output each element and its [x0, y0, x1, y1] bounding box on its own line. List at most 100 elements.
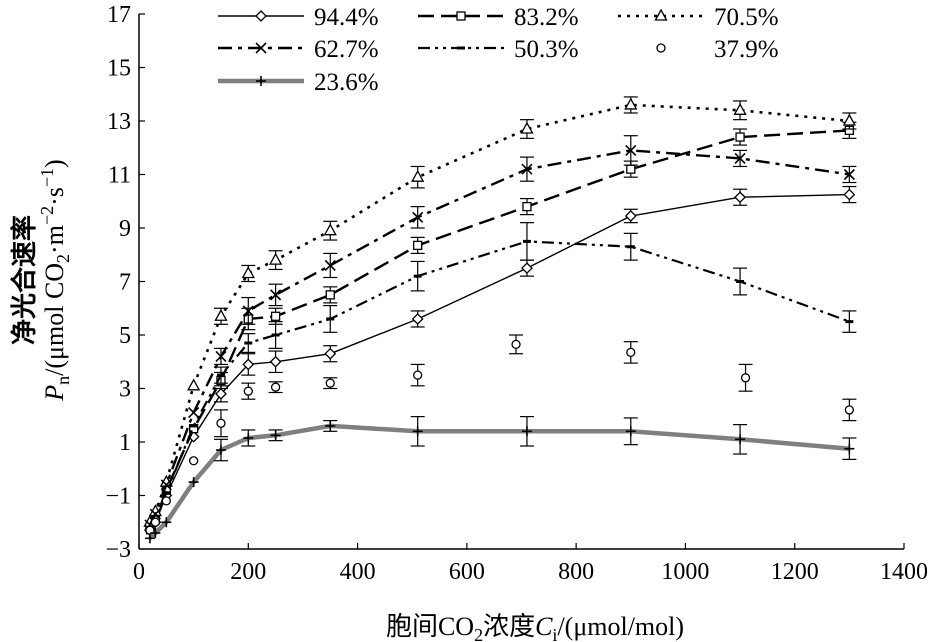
marker-shape: [413, 240, 423, 251]
marker-shape: [654, 8, 668, 21]
series-1: [145, 121, 857, 533]
data-point: [844, 443, 855, 454]
marker-shape: [413, 370, 423, 380]
series-line: [148, 129, 850, 529]
legend-label: 62.7%: [314, 36, 379, 63]
series-line: [148, 423, 850, 540]
data-point: [412, 426, 423, 437]
marker-stroke: [270, 289, 282, 301]
marker-stroke: [324, 259, 336, 272]
marker-shape: [740, 373, 751, 383]
x-tick-label: 400: [340, 559, 376, 585]
legend-label: 94.4%: [314, 4, 379, 31]
marker-shape: [511, 339, 521, 350]
data-point: [323, 223, 337, 236]
data-point: [149, 508, 161, 520]
x-tick-label: 600: [449, 559, 485, 585]
series-0: [144, 185, 857, 537]
marker-stroke: [625, 144, 637, 156]
marker-shape: [161, 496, 171, 506]
marker-shape: [188, 456, 199, 466]
data-point: [843, 188, 856, 201]
marker-stroke: [149, 508, 161, 520]
axes: 0 200 400 600 800 1000 1200 1400−3−113579111315…: [105, 2, 928, 585]
marker-shape: [270, 382, 281, 392]
y-tick-label: 9: [119, 216, 131, 242]
marker-shape: [325, 290, 335, 300]
marker-shape: [411, 169, 425, 182]
data-point: [215, 445, 226, 456]
marker-shape: [325, 378, 335, 388]
data-point: [411, 169, 425, 182]
data-point: [242, 358, 255, 371]
data-point: [270, 382, 281, 392]
legend-label: 23.6%: [314, 69, 379, 96]
marker-stroke: [160, 479, 172, 491]
marker-shape: [844, 405, 855, 415]
data-point: [269, 355, 282, 368]
marker-shape: [520, 121, 534, 134]
data-point: [842, 113, 856, 126]
legend-label: 70.5%: [714, 4, 779, 31]
data-point: [161, 517, 172, 528]
series-line: [148, 149, 850, 526]
legend-item: 83.2%: [418, 4, 579, 31]
data-point: [214, 308, 228, 321]
legend-marker: [656, 43, 666, 53]
data-point: [216, 418, 226, 428]
series-2: [143, 96, 857, 527]
x-tick-label: 0: [133, 559, 145, 585]
marker-shape: [733, 102, 747, 115]
marker-shape: [411, 313, 424, 325]
y-tick-label: −3: [105, 537, 131, 563]
data-point: [270, 289, 282, 301]
y-tick-label: 17: [107, 2, 131, 28]
marker-shape: [269, 252, 283, 265]
marker-shape: [324, 347, 337, 360]
x-tick-label: 1200: [771, 559, 819, 585]
data-point: [215, 350, 227, 362]
marker-stroke: [521, 163, 533, 175]
marker-shape: [187, 378, 201, 391]
legend-label: 83.2%: [514, 4, 579, 31]
marker-shape: [242, 358, 255, 371]
x-tick-label: 1400: [880, 559, 928, 585]
series-6: [144, 415, 857, 544]
data-point: [150, 527, 161, 538]
marker-shape: [842, 113, 856, 126]
marker-stroke: [188, 407, 200, 419]
marker-shape: [656, 43, 666, 53]
marker-shape: [243, 386, 253, 396]
data-point: [412, 211, 424, 223]
data-point: [324, 259, 336, 272]
data-point: [188, 477, 199, 488]
y-tick-label: 13: [107, 109, 131, 135]
data-point: [626, 347, 636, 358]
legend-marker: [654, 8, 668, 21]
data-point: [144, 533, 155, 544]
marker-stroke: [843, 168, 855, 181]
marker-shape: [734, 191, 746, 204]
data-point: [270, 311, 281, 321]
y-tick-label: 11: [108, 163, 131, 189]
data-point: [521, 262, 533, 275]
series-line: [148, 103, 850, 523]
marker-shape: [270, 311, 281, 321]
legend-label: 37.9%: [714, 36, 779, 63]
marker-shape: [456, 11, 466, 21]
marker-shape: [214, 308, 228, 321]
marker-shape: [269, 355, 282, 368]
data-point: [625, 144, 637, 156]
data-point: [734, 152, 746, 165]
y-axis-title-2: Pn/(μmol CO2·m−2·s−1): [37, 159, 73, 401]
data-point: [734, 191, 746, 204]
data-point: [160, 479, 172, 491]
y-tick-label: 15: [107, 56, 131, 82]
y-axis-title: 净光合速率: [9, 215, 39, 345]
marker-stroke: [734, 152, 746, 165]
data-point: [521, 426, 532, 437]
marker-shape: [255, 10, 267, 22]
data-point: [411, 313, 424, 325]
data-point: [521, 163, 533, 175]
